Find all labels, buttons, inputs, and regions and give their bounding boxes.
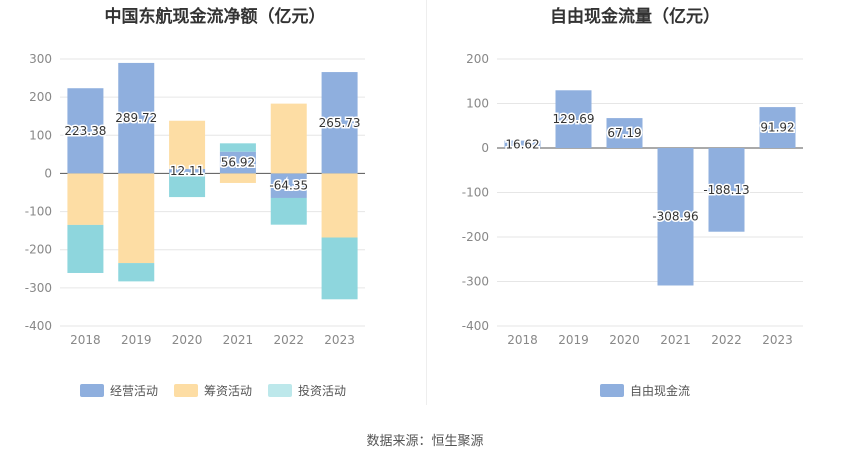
right-y-tick-label: -200 bbox=[462, 230, 489, 244]
left-y-tick-label: 0 bbox=[44, 166, 52, 180]
left-bar-operating bbox=[67, 88, 104, 174]
left-bar-investing bbox=[118, 263, 155, 282]
left-bar-financing bbox=[169, 120, 206, 169]
left-bar-financing bbox=[118, 173, 155, 264]
legend-swatch-financing bbox=[174, 384, 199, 397]
left-x-tick-label: 2020 bbox=[172, 333, 203, 347]
left-bar-investing bbox=[67, 224, 104, 273]
right-y-tick-label: -300 bbox=[462, 275, 489, 289]
legend-label-free-cash-flow: 自由现金流 bbox=[630, 384, 691, 398]
left-bar-operating bbox=[219, 151, 256, 174]
left-chart-legend: 经营活动 筹资活动 投资活动 bbox=[80, 382, 346, 399]
left-x-tick-label: 2019 bbox=[121, 333, 152, 347]
legend-swatch-investing bbox=[268, 384, 293, 397]
left-bar-investing bbox=[219, 143, 256, 152]
left-chart-title: 中国东航现金流净额（亿元） bbox=[104, 7, 326, 27]
right-bar-free_cash_flow bbox=[657, 148, 694, 286]
right-x-tick-label: 2021 bbox=[660, 333, 691, 347]
right-x-tick-label: 2019 bbox=[558, 333, 589, 347]
left-x-tick-label: 2021 bbox=[223, 333, 254, 347]
left-bar-financing bbox=[67, 173, 104, 225]
right-data-label: -308.96 bbox=[652, 210, 698, 224]
left-bar-investing bbox=[321, 237, 358, 300]
left-x-tick-label: 2023 bbox=[324, 333, 355, 347]
chart-divider bbox=[426, 0, 427, 405]
right-y-tick-label: -400 bbox=[462, 319, 489, 333]
legend-label-investing: 投资活动 bbox=[298, 384, 347, 398]
left-y-tick-label: -400 bbox=[25, 319, 52, 333]
left-data-label: 56.92 bbox=[221, 156, 255, 170]
right-data-label: 129.69 bbox=[553, 112, 595, 126]
left-data-label: 223.38 bbox=[64, 124, 106, 138]
right-chart-title: 自由现金流量（亿元） bbox=[550, 7, 720, 27]
left-y-tick-label: 300 bbox=[29, 52, 52, 66]
left-bar-investing bbox=[169, 173, 206, 198]
legend-item-free-cash-flow[interactable]: 自由现金流 bbox=[600, 382, 690, 399]
legend-item-operating[interactable]: 经营活动 bbox=[80, 382, 158, 399]
right-bar-free_cash_flow bbox=[759, 107, 796, 148]
left-bar-operating bbox=[118, 62, 155, 174]
left-data-label: 265.73 bbox=[319, 116, 361, 130]
legend-item-investing[interactable]: 投资活动 bbox=[268, 382, 346, 399]
right-data-label: 16.62 bbox=[505, 137, 539, 151]
right-y-tick-label: 100 bbox=[466, 97, 489, 111]
left-bar-operating bbox=[321, 72, 358, 174]
left-y-tick-label: 200 bbox=[29, 90, 52, 104]
legend-label-operating: 经营活动 bbox=[110, 384, 159, 398]
right-y-tick-label: 200 bbox=[466, 52, 489, 66]
left-y-tick-label: -300 bbox=[25, 281, 52, 295]
left-bar-financing bbox=[219, 173, 256, 183]
right-data-label: -188.13 bbox=[703, 183, 749, 197]
right-chart-legend: 自由现金流 bbox=[600, 382, 690, 399]
right-y-tick-label: 0 bbox=[481, 141, 489, 155]
right-x-tick-label: 2022 bbox=[711, 333, 742, 347]
right-x-tick-label: 2020 bbox=[609, 333, 640, 347]
left-y-tick-label: 100 bbox=[29, 128, 52, 142]
left-data-label: 289.72 bbox=[115, 111, 157, 125]
left-x-tick-label: 2022 bbox=[273, 333, 304, 347]
left-x-tick-label: 2018 bbox=[70, 333, 101, 347]
right-data-label: 91.92 bbox=[760, 121, 794, 135]
right-y-tick-label: -100 bbox=[462, 186, 489, 200]
left-data-label: 12.11 bbox=[170, 164, 204, 178]
right-x-tick-label: 2018 bbox=[507, 333, 538, 347]
right-bar-free_cash_flow bbox=[504, 140, 541, 148]
left-bar-operating bbox=[169, 168, 206, 174]
left-data-label: -64.35 bbox=[269, 179, 308, 193]
left-bar-investing bbox=[270, 197, 307, 225]
right-bar-free_cash_flow bbox=[606, 118, 643, 148]
right-data-label: 67.19 bbox=[607, 126, 641, 140]
left-y-tick-label: -200 bbox=[25, 243, 52, 257]
legend-swatch-free-cash-flow bbox=[600, 384, 624, 397]
left-bar-financing bbox=[270, 103, 307, 174]
right-bar-free_cash_flow bbox=[555, 90, 592, 148]
left-bar-financing bbox=[321, 173, 358, 238]
left-bar-operating bbox=[270, 173, 307, 198]
legend-item-financing[interactable]: 筹资活动 bbox=[174, 382, 252, 399]
left-y-tick-label: -100 bbox=[25, 205, 52, 219]
right-x-tick-label: 2023 bbox=[762, 333, 793, 347]
right-bar-free_cash_flow bbox=[708, 148, 745, 232]
legend-label-financing: 筹资活动 bbox=[204, 384, 253, 398]
legend-swatch-operating bbox=[80, 384, 104, 397]
data-source-note: 数据来源：恒生聚源 bbox=[366, 434, 484, 449]
